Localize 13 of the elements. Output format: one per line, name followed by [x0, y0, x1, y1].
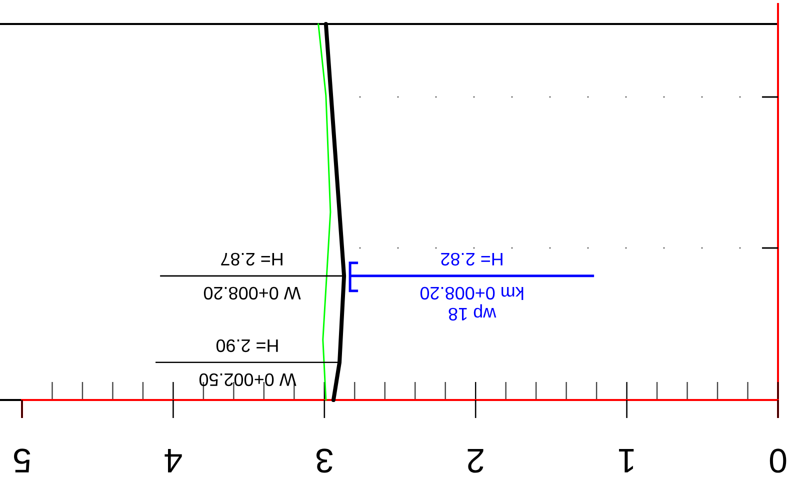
x-tick-label: 3	[314, 441, 334, 477]
annotation: W 0+008.20	[203, 282, 301, 303]
x-tick-label: 0	[768, 441, 788, 477]
annotation: H= 2.82	[440, 248, 504, 269]
annotation: wp 18	[448, 304, 498, 324]
annotation: km 0+008.20	[420, 282, 524, 303]
annotation: H= 2.90	[216, 335, 280, 356]
x-tick-label: 2	[466, 441, 486, 477]
x-tick-label: 5	[12, 441, 32, 477]
annotation: W 0+002.50	[198, 369, 296, 390]
annotation: H= 2.87	[220, 248, 284, 269]
x-tick-label: 4	[164, 441, 183, 477]
x-tick-label: 1	[617, 441, 636, 477]
